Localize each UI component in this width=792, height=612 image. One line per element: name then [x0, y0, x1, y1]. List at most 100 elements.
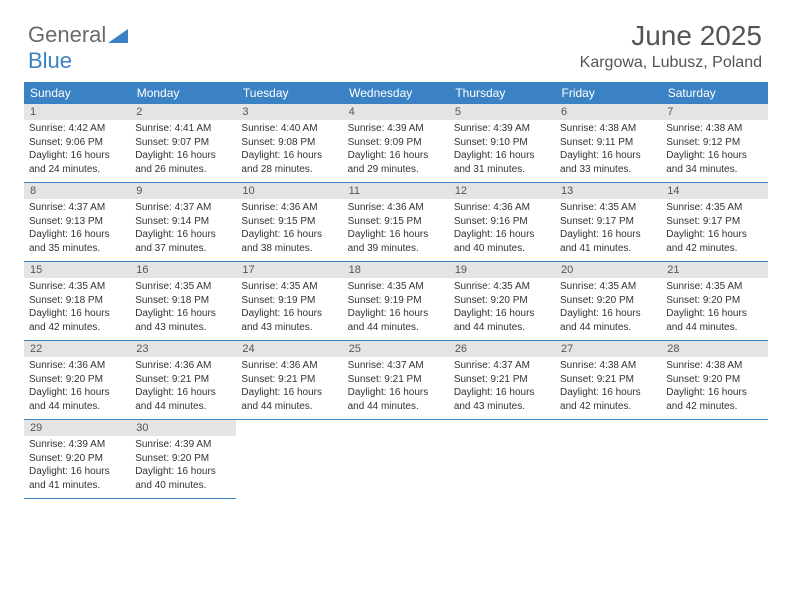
daylight-line: Daylight: 16 hours and 33 minutes.: [560, 149, 656, 176]
calendar-day-cell: 19Sunrise: 4:35 AMSunset: 9:20 PMDayligh…: [449, 262, 555, 341]
calendar-day-cell: 8Sunrise: 4:37 AMSunset: 9:13 PMDaylight…: [24, 183, 130, 262]
day-number: 5: [449, 104, 555, 120]
day-details: Sunrise: 4:36 AMSunset: 9:21 PMDaylight:…: [236, 357, 342, 419]
sunset-line: Sunset: 9:20 PM: [135, 452, 231, 466]
sunrise-line: Sunrise: 4:35 AM: [135, 280, 231, 294]
sunrise-line: Sunrise: 4:37 AM: [135, 201, 231, 215]
day-number: 4: [343, 104, 449, 120]
daylight-line: Daylight: 16 hours and 42 minutes.: [560, 386, 656, 413]
calendar-day-cell: 23Sunrise: 4:36 AMSunset: 9:21 PMDayligh…: [130, 341, 236, 420]
day-details: Sunrise: 4:35 AMSunset: 9:18 PMDaylight:…: [24, 278, 130, 340]
daylight-line: Daylight: 16 hours and 44 minutes.: [29, 386, 125, 413]
day-number: 13: [555, 183, 661, 199]
day-details: Sunrise: 4:37 AMSunset: 9:21 PMDaylight:…: [343, 357, 449, 419]
sunrise-line: Sunrise: 4:39 AM: [135, 438, 231, 452]
day-number: 22: [24, 341, 130, 357]
day-number: 9: [130, 183, 236, 199]
weekday-header: Sunday: [24, 82, 130, 104]
day-number: 12: [449, 183, 555, 199]
sunrise-line: Sunrise: 4:36 AM: [454, 201, 550, 215]
daylight-line: Daylight: 16 hours and 37 minutes.: [135, 228, 231, 255]
daylight-line: Daylight: 16 hours and 28 minutes.: [241, 149, 337, 176]
day-number: 29: [24, 420, 130, 436]
sunset-line: Sunset: 9:10 PM: [454, 136, 550, 150]
daylight-line: Daylight: 16 hours and 35 minutes.: [29, 228, 125, 255]
day-number: 25: [343, 341, 449, 357]
day-number: 3: [236, 104, 342, 120]
day-details: Sunrise: 4:37 AMSunset: 9:13 PMDaylight:…: [24, 199, 130, 261]
day-details: Sunrise: 4:39 AMSunset: 9:20 PMDaylight:…: [130, 436, 236, 498]
sunset-line: Sunset: 9:17 PM: [666, 215, 762, 229]
calendar-day-cell: 26Sunrise: 4:37 AMSunset: 9:21 PMDayligh…: [449, 341, 555, 420]
day-details: Sunrise: 4:35 AMSunset: 9:17 PMDaylight:…: [661, 199, 767, 261]
sunrise-line: Sunrise: 4:39 AM: [348, 122, 444, 136]
day-number: 14: [661, 183, 767, 199]
day-number: 30: [130, 420, 236, 436]
daylight-line: Daylight: 16 hours and 34 minutes.: [666, 149, 762, 176]
calendar-day-cell: 3Sunrise: 4:40 AMSunset: 9:08 PMDaylight…: [236, 104, 342, 183]
sunset-line: Sunset: 9:12 PM: [666, 136, 762, 150]
sunset-line: Sunset: 9:20 PM: [29, 452, 125, 466]
sunset-line: Sunset: 9:21 PM: [348, 373, 444, 387]
day-details: Sunrise: 4:36 AMSunset: 9:15 PMDaylight:…: [236, 199, 342, 261]
sunrise-line: Sunrise: 4:38 AM: [666, 359, 762, 373]
sunset-line: Sunset: 9:15 PM: [241, 215, 337, 229]
sunset-line: Sunset: 9:17 PM: [560, 215, 656, 229]
day-number: 8: [24, 183, 130, 199]
daylight-line: Daylight: 16 hours and 38 minutes.: [241, 228, 337, 255]
calendar-day-cell: 12Sunrise: 4:36 AMSunset: 9:16 PMDayligh…: [449, 183, 555, 262]
sunrise-line: Sunrise: 4:36 AM: [241, 201, 337, 215]
day-number: 6: [555, 104, 661, 120]
logo-text-general: General: [28, 22, 106, 47]
calendar-day-cell: 1Sunrise: 4:42 AMSunset: 9:06 PMDaylight…: [24, 104, 130, 183]
sunset-line: Sunset: 9:19 PM: [241, 294, 337, 308]
calendar-day-cell: 9Sunrise: 4:37 AMSunset: 9:14 PMDaylight…: [130, 183, 236, 262]
daylight-line: Daylight: 16 hours and 44 minutes.: [666, 307, 762, 334]
calendar-day-cell: 18Sunrise: 4:35 AMSunset: 9:19 PMDayligh…: [343, 262, 449, 341]
daylight-line: Daylight: 16 hours and 41 minutes.: [560, 228, 656, 255]
day-number: 27: [555, 341, 661, 357]
daylight-line: Daylight: 16 hours and 44 minutes.: [560, 307, 656, 334]
calendar-day-cell: 28Sunrise: 4:38 AMSunset: 9:20 PMDayligh…: [661, 341, 767, 420]
calendar-day-cell: 20Sunrise: 4:35 AMSunset: 9:20 PMDayligh…: [555, 262, 661, 341]
sunset-line: Sunset: 9:20 PM: [666, 294, 762, 308]
calendar-day-cell: 27Sunrise: 4:38 AMSunset: 9:21 PMDayligh…: [555, 341, 661, 420]
calendar-table: Sunday Monday Tuesday Wednesday Thursday…: [24, 82, 768, 499]
day-details: Sunrise: 4:35 AMSunset: 9:18 PMDaylight:…: [130, 278, 236, 340]
day-number: 16: [130, 262, 236, 278]
day-details: Sunrise: 4:36 AMSunset: 9:20 PMDaylight:…: [24, 357, 130, 419]
day-number: 17: [236, 262, 342, 278]
sunrise-line: Sunrise: 4:39 AM: [29, 438, 125, 452]
calendar-week-row: 29Sunrise: 4:39 AMSunset: 9:20 PMDayligh…: [24, 420, 768, 499]
sunrise-line: Sunrise: 4:40 AM: [241, 122, 337, 136]
daylight-line: Daylight: 16 hours and 44 minutes.: [348, 386, 444, 413]
sunset-line: Sunset: 9:08 PM: [241, 136, 337, 150]
calendar-day-cell: [236, 420, 342, 499]
day-details: Sunrise: 4:37 AMSunset: 9:21 PMDaylight:…: [449, 357, 555, 419]
calendar-day-cell: [555, 420, 661, 499]
calendar-week-row: 8Sunrise: 4:37 AMSunset: 9:13 PMDaylight…: [24, 183, 768, 262]
calendar-day-cell: 25Sunrise: 4:37 AMSunset: 9:21 PMDayligh…: [343, 341, 449, 420]
day-details: Sunrise: 4:36 AMSunset: 9:21 PMDaylight:…: [130, 357, 236, 419]
calendar-day-cell: 17Sunrise: 4:35 AMSunset: 9:19 PMDayligh…: [236, 262, 342, 341]
day-details: Sunrise: 4:40 AMSunset: 9:08 PMDaylight:…: [236, 120, 342, 182]
calendar-day-cell: 4Sunrise: 4:39 AMSunset: 9:09 PMDaylight…: [343, 104, 449, 183]
calendar-day-cell: 13Sunrise: 4:35 AMSunset: 9:17 PMDayligh…: [555, 183, 661, 262]
daylight-line: Daylight: 16 hours and 43 minutes.: [454, 386, 550, 413]
sunrise-line: Sunrise: 4:36 AM: [135, 359, 231, 373]
sunrise-line: Sunrise: 4:35 AM: [454, 280, 550, 294]
sunset-line: Sunset: 9:21 PM: [560, 373, 656, 387]
location-subtitle: Kargowa, Lubusz, Poland: [580, 54, 762, 72]
weekday-header-row: Sunday Monday Tuesday Wednesday Thursday…: [24, 82, 768, 104]
logo: General Blue: [28, 22, 128, 74]
daylight-line: Daylight: 16 hours and 26 minutes.: [135, 149, 231, 176]
calendar-day-cell: 14Sunrise: 4:35 AMSunset: 9:17 PMDayligh…: [661, 183, 767, 262]
sunrise-line: Sunrise: 4:37 AM: [348, 359, 444, 373]
day-details: Sunrise: 4:37 AMSunset: 9:14 PMDaylight:…: [130, 199, 236, 261]
sunset-line: Sunset: 9:11 PM: [560, 136, 656, 150]
calendar-day-cell: [343, 420, 449, 499]
day-number: 21: [661, 262, 767, 278]
day-details: Sunrise: 4:41 AMSunset: 9:07 PMDaylight:…: [130, 120, 236, 182]
sunrise-line: Sunrise: 4:35 AM: [666, 201, 762, 215]
day-details: Sunrise: 4:36 AMSunset: 9:16 PMDaylight:…: [449, 199, 555, 261]
